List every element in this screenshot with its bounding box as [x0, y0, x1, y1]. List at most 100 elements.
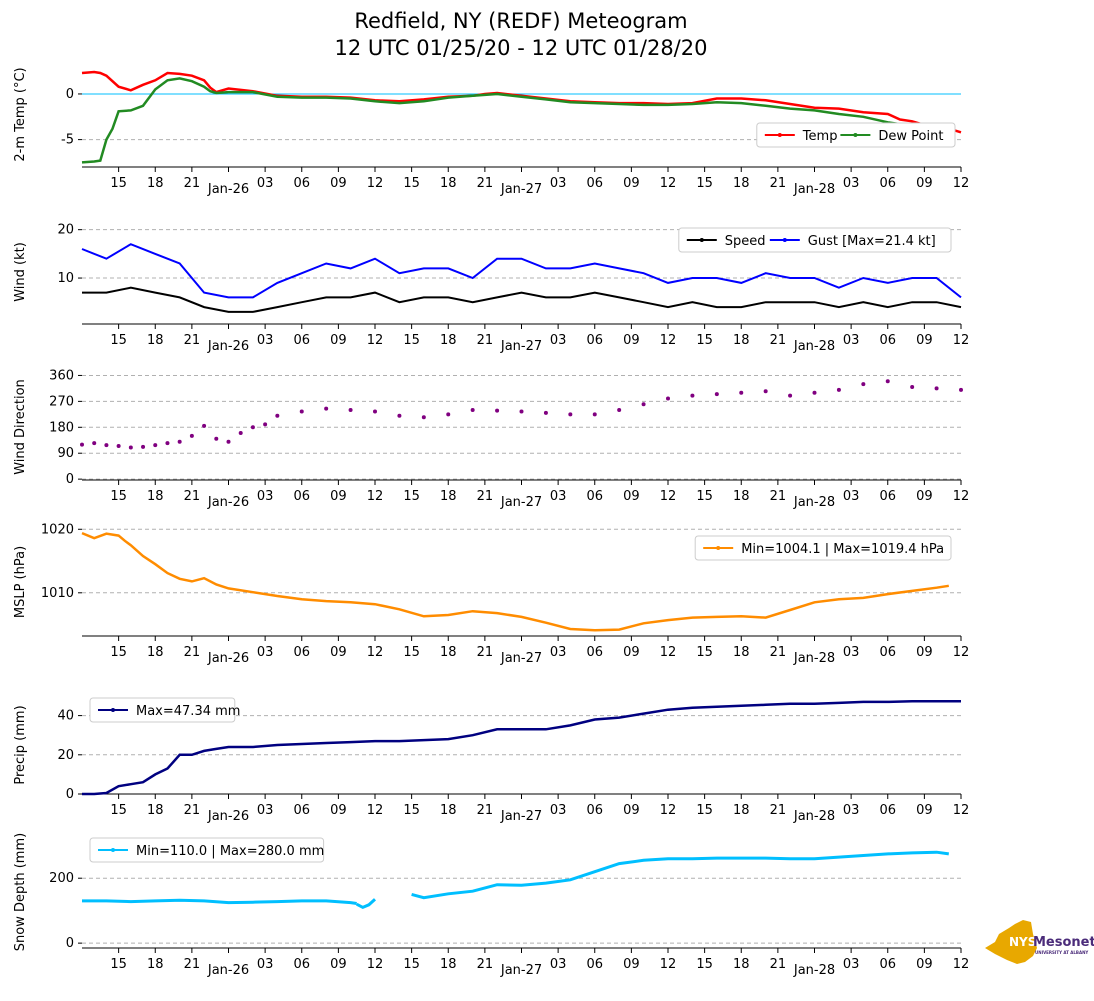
x-tick-label: 18 — [733, 957, 750, 972]
x-tick-label: 12 — [953, 176, 970, 191]
x-tick-label: 18 — [147, 957, 164, 972]
direction-point — [690, 393, 695, 398]
legend-label: Speed — [725, 234, 766, 249]
direction-point — [202, 423, 207, 428]
y-axis-label: Wind (kt) — [13, 242, 28, 302]
x-tick-label: 18 — [440, 333, 457, 348]
x-date-label: Jan-28 — [793, 963, 835, 978]
x-tick-label: 03 — [257, 645, 274, 660]
x-tick-label: 03 — [550, 333, 567, 348]
direction-point — [299, 409, 304, 414]
direction-point — [226, 439, 231, 444]
x-tick-label: 15 — [403, 176, 420, 191]
x-tick-label: 06 — [586, 957, 603, 972]
x-tick-label: 03 — [843, 957, 860, 972]
direction-point — [714, 392, 719, 397]
x-tick-label: 12 — [367, 176, 384, 191]
x-tick-label: 15 — [403, 489, 420, 504]
direction-point — [446, 412, 451, 417]
y-tick-label: 20 — [57, 223, 74, 238]
legend-marker — [111, 848, 115, 852]
legend: Min=1004.1 | Max=1019.4 hPa — [694, 535, 952, 561]
direction-point — [348, 408, 353, 413]
x-tick-label: 15 — [696, 957, 713, 972]
x-tick-label: 12 — [953, 333, 970, 348]
legend-box — [89, 697, 236, 723]
direction-point — [568, 412, 573, 417]
x-tick-label: 21 — [770, 333, 787, 348]
y-tick-label: 180 — [49, 420, 74, 435]
x-tick-label: 15 — [110, 333, 127, 348]
x-tick-label: 09 — [623, 176, 640, 191]
x-date-label: Jan-27 — [500, 963, 542, 978]
x-tick-label: 06 — [879, 176, 896, 191]
x-tick-label: 12 — [660, 645, 677, 660]
x-tick-label: 09 — [623, 957, 640, 972]
x-tick-label: 03 — [257, 333, 274, 348]
direction-point — [617, 408, 622, 413]
direction-point — [421, 415, 426, 420]
y-tick-label: 0 — [66, 472, 74, 487]
x-tick-label: 12 — [953, 489, 970, 504]
legend: Temp Dew Point — [756, 122, 956, 148]
x-tick-label: 21 — [477, 176, 494, 191]
max-line — [82, 699, 962, 796]
title-line-1: Redfield, NY (REDF) Meteogram — [354, 9, 687, 33]
legend-marker — [716, 546, 721, 550]
x-tick-label: 15 — [110, 645, 127, 660]
x-tick-label: 15 — [403, 333, 420, 348]
x-tick-label: 09 — [330, 333, 347, 348]
direction-point — [177, 439, 182, 444]
direction-point — [214, 436, 219, 441]
legend: Min=110.0 | Max=280.0 mm — [89, 837, 324, 863]
direction-point — [861, 382, 866, 387]
x-tick-label: 06 — [879, 645, 896, 660]
direction-point — [189, 433, 194, 438]
x-tick-label: 18 — [440, 803, 457, 818]
x-tick-label: 18 — [147, 489, 164, 504]
x-tick-label: 15 — [696, 645, 713, 660]
x-tick-label: 21 — [184, 333, 201, 348]
x-tick-label: 18 — [147, 333, 164, 348]
x-date-label: Jan-28 — [793, 495, 835, 510]
legend-marker — [111, 708, 115, 712]
x-tick-label: 03 — [550, 176, 567, 191]
x-date-label: Jan-26 — [207, 651, 249, 666]
direction-point — [263, 422, 268, 427]
dew-line — [81, 77, 949, 164]
y-axis-label: MSLP (hPa) — [13, 546, 28, 618]
title-line-2: 12 UTC 01/25/20 - 12 UTC 01/28/20 — [335, 36, 708, 60]
x-tick-label: 18 — [440, 645, 457, 660]
x-tick-label: 09 — [623, 645, 640, 660]
snow-depth-line — [82, 898, 357, 905]
x-tick-label: 18 — [147, 645, 164, 660]
x-tick-label: 21 — [477, 645, 494, 660]
x-date-label: Jan-27 — [500, 495, 542, 510]
x-tick-label: 15 — [696, 176, 713, 191]
y-tick-label: 1020 — [41, 522, 74, 537]
direction-point — [128, 445, 133, 450]
x-tick-label: 21 — [184, 645, 201, 660]
x-tick-label: 06 — [586, 803, 603, 818]
x-tick-label: 09 — [916, 176, 933, 191]
direction-point — [666, 396, 670, 401]
x-tick-label: 03 — [550, 489, 567, 504]
legend-marker — [777, 133, 782, 137]
x-tick-label: 09 — [916, 489, 933, 504]
x-tick-label: 15 — [403, 957, 420, 972]
x-tick-label: 03 — [550, 645, 567, 660]
x-date-label: Jan-26 — [207, 182, 249, 197]
panel-temp: 0 -5 15 18 21 03 06 09 12 15 18 21 03 06 09 12 15 18 21 03 0… — [13, 67, 969, 197]
x-tick-label: 06 — [293, 333, 310, 348]
direction-point — [373, 409, 377, 414]
direction-point — [910, 384, 915, 389]
legend-label: Temp — [802, 129, 838, 144]
x-tick-label: 12 — [953, 645, 970, 660]
x-tick-label: 21 — [770, 489, 787, 504]
legend-label: Gust [Max=21.4 kt] — [808, 234, 936, 249]
x-tick-label: 21 — [184, 489, 201, 504]
x-tick-label: 06 — [293, 957, 310, 972]
direction-point — [495, 408, 500, 413]
direction-point — [80, 442, 84, 447]
direction-point — [104, 443, 109, 448]
